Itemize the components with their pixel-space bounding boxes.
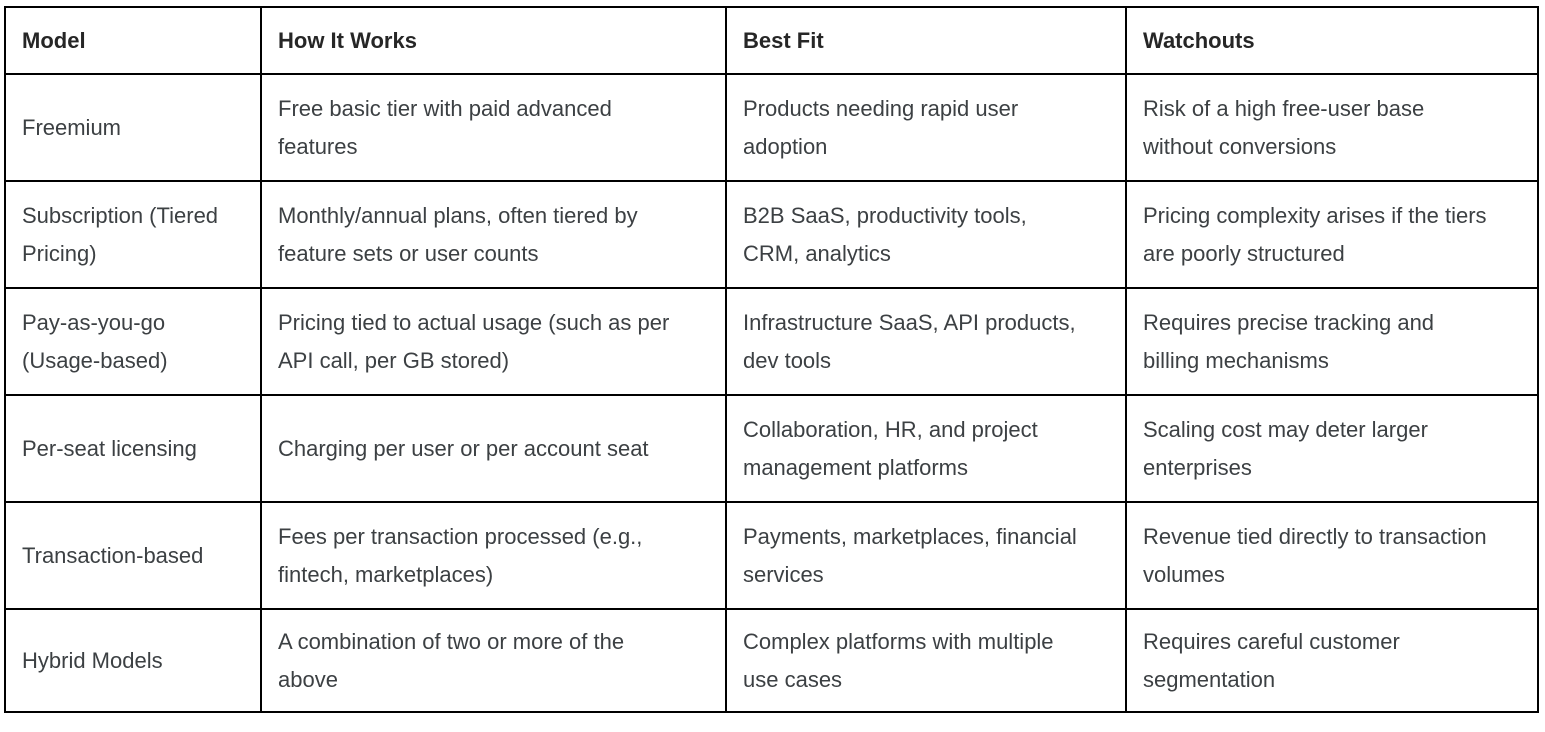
cell-watchouts: Risk of a high free-user base without co… xyxy=(1125,73,1539,182)
cell-how-it-works: Pricing tied to actual usage (such as pe… xyxy=(260,287,727,396)
table-row: Freemium Free basic tier with paid advan… xyxy=(4,73,1539,182)
column-header-watchouts: Watchouts xyxy=(1125,6,1539,75)
cell-how-it-works: Monthly/annual plans, often tiered by fe… xyxy=(260,180,727,289)
cell-how-it-works: Free basic tier with paid advanced featu… xyxy=(260,73,727,182)
table-header: Model How It Works Best Fit Watchouts xyxy=(4,6,1539,75)
table-row: Hybrid Models A combination of two or mo… xyxy=(4,608,1539,713)
cell-model: Per-seat licensing xyxy=(4,394,262,503)
pricing-models-table: Model How It Works Best Fit Watchouts Fr… xyxy=(4,6,1539,713)
cell-watchouts: Revenue tied directly to transaction vol… xyxy=(1125,501,1539,610)
cell-model: Pay-as-you-go (Usage-based) xyxy=(4,287,262,396)
column-header-how-it-works: How It Works xyxy=(260,6,727,75)
cell-best-fit: Complex platforms with multiple use case… xyxy=(725,608,1127,713)
cell-watchouts: Requires careful customer segmentation xyxy=(1125,608,1539,713)
cell-best-fit: Infrastructure SaaS, API products, dev t… xyxy=(725,287,1127,396)
cell-how-it-works: Charging per user or per account seat xyxy=(260,394,727,503)
table-row: Pay-as-you-go (Usage-based) Pricing tied… xyxy=(4,287,1539,396)
cell-how-it-works: Fees per transaction processed (e.g., fi… xyxy=(260,501,727,610)
column-header-best-fit: Best Fit xyxy=(725,6,1127,75)
column-header-model: Model xyxy=(4,6,262,75)
cell-model: Freemium xyxy=(4,73,262,182)
cell-best-fit: B2B SaaS, productivity tools, CRM, analy… xyxy=(725,180,1127,289)
cell-model: Transaction-based xyxy=(4,501,262,610)
table-row: Transaction-based Fees per transaction p… xyxy=(4,501,1539,610)
cell-best-fit: Collaboration, HR, and project managemen… xyxy=(725,394,1127,503)
header-row: Model How It Works Best Fit Watchouts xyxy=(4,6,1539,75)
cell-how-it-works: A combination of two or more of the abov… xyxy=(260,608,727,713)
table-body: Freemium Free basic tier with paid advan… xyxy=(4,73,1539,713)
table-row: Subscription (Tiered Pricing) Monthly/an… xyxy=(4,180,1539,289)
cell-best-fit: Payments, marketplaces, financial servic… xyxy=(725,501,1127,610)
cell-watchouts: Scaling cost may deter larger enterprise… xyxy=(1125,394,1539,503)
table-row: Per-seat licensing Charging per user or … xyxy=(4,394,1539,503)
cell-model: Hybrid Models xyxy=(4,608,262,713)
cell-best-fit: Products needing rapid user adoption xyxy=(725,73,1127,182)
cell-model: Subscription (Tiered Pricing) xyxy=(4,180,262,289)
cell-watchouts: Requires precise tracking and billing me… xyxy=(1125,287,1539,396)
cell-watchouts: Pricing complexity arises if the tiers a… xyxy=(1125,180,1539,289)
